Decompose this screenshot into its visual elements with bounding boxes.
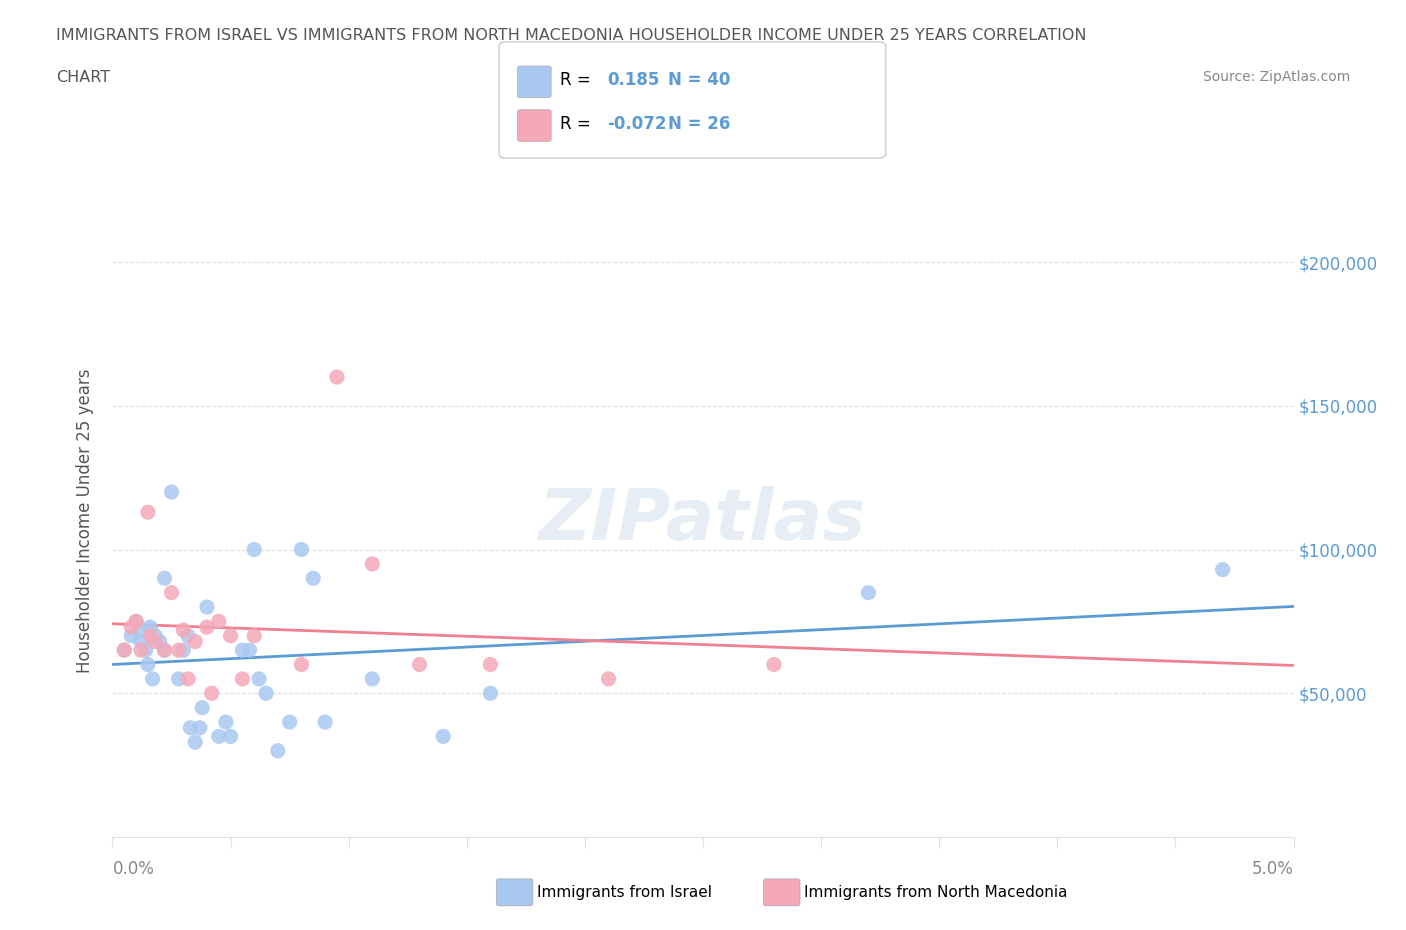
Text: Source: ZipAtlas.com: Source: ZipAtlas.com bbox=[1202, 70, 1350, 84]
Text: IMMIGRANTS FROM ISRAEL VS IMMIGRANTS FROM NORTH MACEDONIA HOUSEHOLDER INCOME UND: IMMIGRANTS FROM ISRAEL VS IMMIGRANTS FRO… bbox=[56, 28, 1087, 43]
Point bbox=[142, 671, 165, 686]
Point bbox=[177, 629, 200, 644]
Point bbox=[129, 622, 152, 637]
Point bbox=[172, 643, 194, 658]
Point bbox=[408, 658, 430, 672]
Text: 5.0%: 5.0% bbox=[1251, 860, 1294, 878]
Text: R =: R = bbox=[560, 114, 596, 133]
Point bbox=[219, 729, 242, 744]
Text: Immigrants from North Macedonia: Immigrants from North Macedonia bbox=[804, 885, 1067, 900]
Point bbox=[1212, 563, 1234, 578]
Point bbox=[302, 571, 325, 586]
Point bbox=[191, 700, 214, 715]
Point bbox=[129, 643, 152, 658]
Point bbox=[139, 629, 162, 644]
Point bbox=[361, 556, 384, 571]
Text: 0.0%: 0.0% bbox=[112, 860, 155, 878]
Point bbox=[125, 614, 148, 629]
Point bbox=[201, 685, 224, 700]
Text: -0.072: -0.072 bbox=[607, 114, 666, 133]
Point bbox=[153, 643, 176, 658]
Text: ZIPatlas: ZIPatlas bbox=[540, 486, 866, 555]
Point bbox=[136, 658, 159, 672]
Point bbox=[125, 614, 148, 629]
Point bbox=[598, 671, 620, 686]
Point bbox=[479, 658, 502, 672]
Point bbox=[143, 634, 166, 649]
Point bbox=[179, 721, 201, 736]
Point bbox=[326, 369, 349, 384]
Point bbox=[153, 643, 176, 658]
Point bbox=[167, 671, 190, 686]
Point bbox=[231, 671, 253, 686]
Point bbox=[208, 614, 231, 629]
Point bbox=[247, 671, 270, 686]
Point bbox=[112, 643, 135, 658]
Text: 0.185: 0.185 bbox=[607, 71, 659, 89]
Point bbox=[143, 629, 166, 644]
Point bbox=[243, 542, 266, 557]
Point bbox=[432, 729, 454, 744]
Point bbox=[314, 714, 336, 729]
Point bbox=[195, 619, 218, 634]
Point bbox=[479, 685, 502, 700]
Point bbox=[290, 542, 312, 557]
Point bbox=[129, 634, 152, 649]
Point bbox=[160, 585, 183, 600]
Text: R =: R = bbox=[560, 71, 596, 89]
Point bbox=[278, 714, 301, 729]
Point bbox=[136, 505, 159, 520]
Point bbox=[290, 658, 312, 672]
Point bbox=[120, 619, 142, 634]
Point bbox=[267, 743, 290, 758]
Point bbox=[153, 571, 176, 586]
Text: CHART: CHART bbox=[56, 70, 110, 85]
Point bbox=[177, 671, 200, 686]
Text: N = 40: N = 40 bbox=[668, 71, 730, 89]
Point bbox=[184, 735, 207, 750]
Point bbox=[149, 634, 172, 649]
Text: Immigrants from Israel: Immigrants from Israel bbox=[537, 885, 711, 900]
Point bbox=[120, 629, 142, 644]
Point bbox=[160, 485, 183, 499]
Point bbox=[254, 685, 277, 700]
Point bbox=[361, 671, 384, 686]
Point bbox=[858, 585, 880, 600]
Y-axis label: Householder Income Under 25 years: Householder Income Under 25 years bbox=[76, 368, 94, 673]
Text: N = 26: N = 26 bbox=[668, 114, 730, 133]
Point bbox=[208, 729, 231, 744]
Point bbox=[195, 600, 218, 615]
Point bbox=[112, 643, 135, 658]
Point bbox=[243, 629, 266, 644]
Point bbox=[139, 619, 162, 634]
Point bbox=[231, 643, 253, 658]
Point bbox=[135, 643, 157, 658]
Point bbox=[215, 714, 238, 729]
Point bbox=[238, 643, 260, 658]
Point bbox=[762, 658, 785, 672]
Point bbox=[172, 622, 194, 637]
Point bbox=[167, 643, 190, 658]
Point bbox=[219, 629, 242, 644]
Point bbox=[188, 721, 211, 736]
Point bbox=[184, 634, 207, 649]
